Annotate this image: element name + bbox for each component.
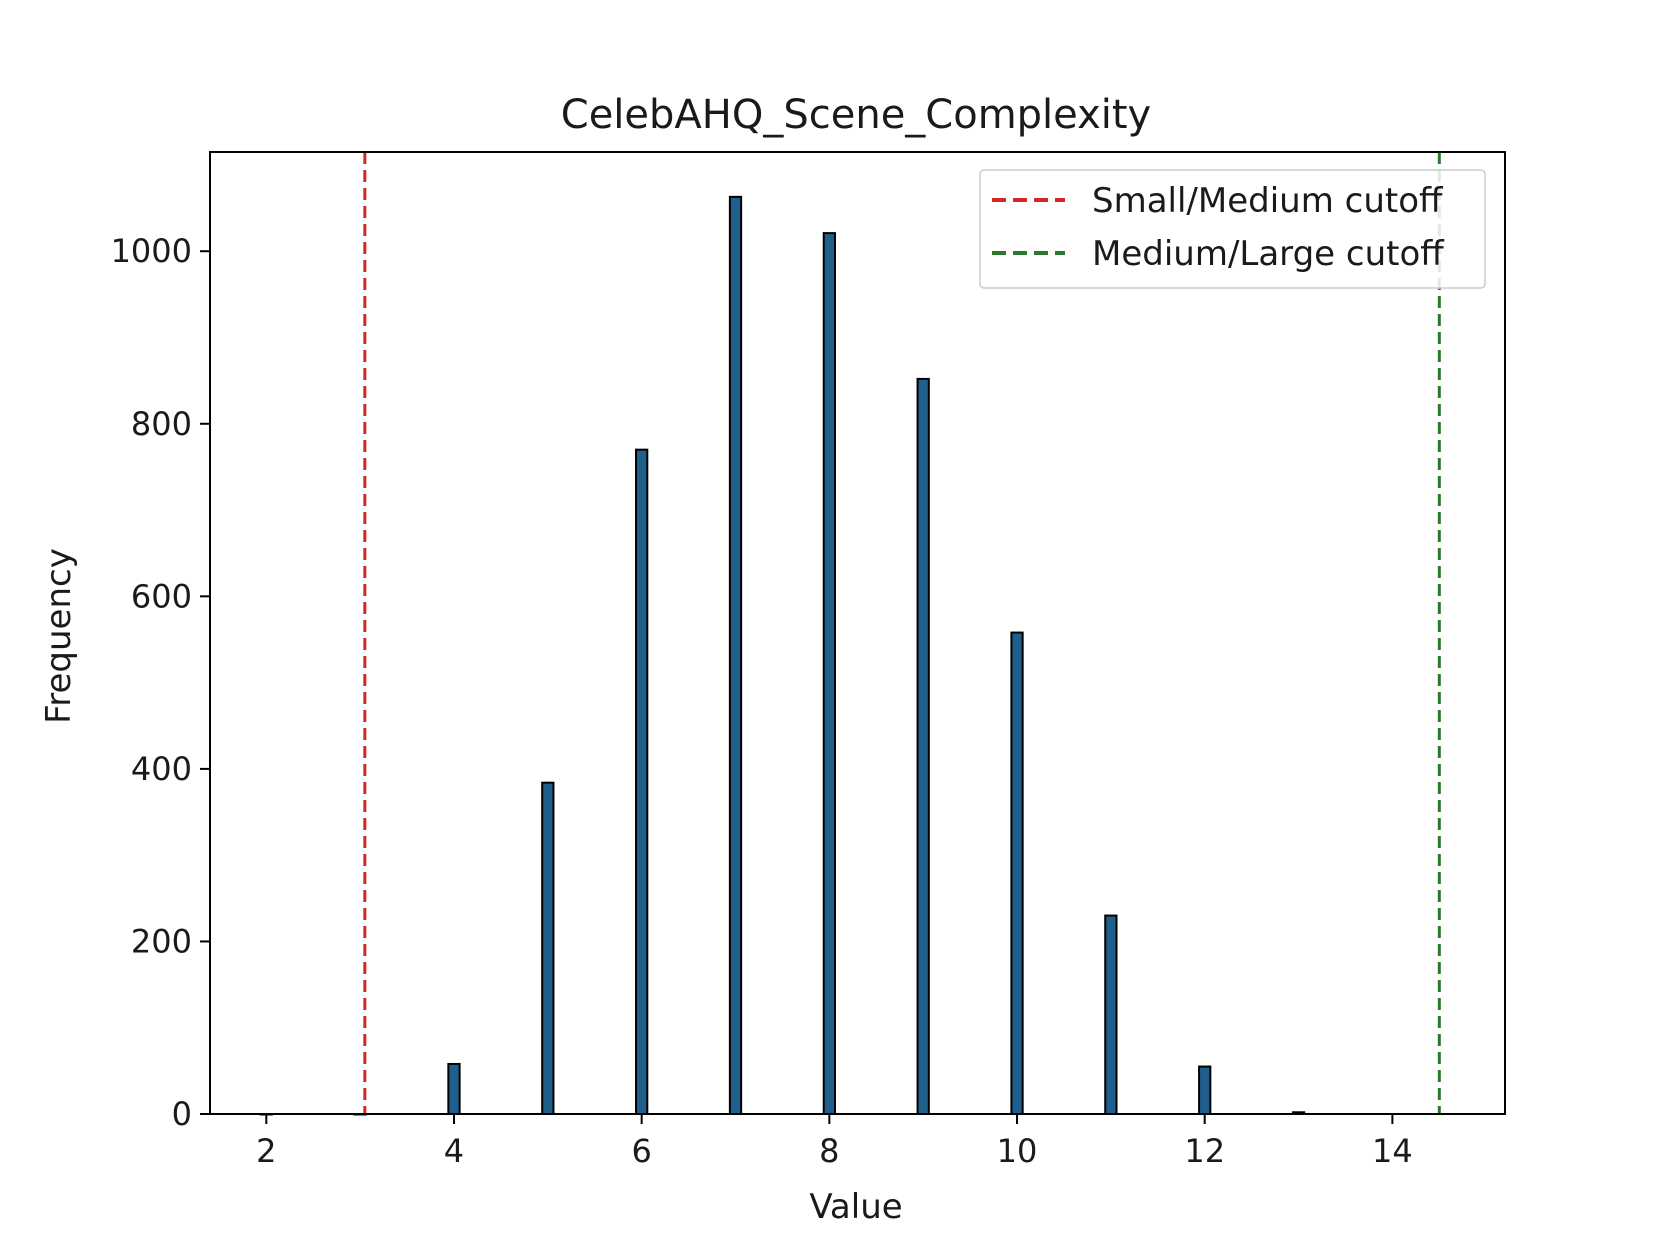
y-axis-label: Frequency	[39, 548, 79, 724]
bar-10	[1010, 631, 1024, 1115]
y-tick-label: 800	[131, 405, 192, 443]
plot-frame	[209, 151, 1506, 1115]
cutoff-lines-group	[363, 152, 1441, 1114]
bars-group	[259, 195, 1306, 1116]
x-tick-label: 8	[819, 1132, 839, 1170]
y-tick-label: 0	[172, 1095, 192, 1133]
y-tick-label: 600	[131, 577, 192, 615]
x-tick-label: 12	[1184, 1132, 1225, 1170]
y-tick-label: 400	[131, 750, 192, 788]
legend-label-medium-large: Medium/Large cutoff	[1092, 234, 1445, 274]
x-axis: 2 4 6 8 10 12 14	[256, 1114, 1413, 1170]
bar-9	[916, 377, 930, 1116]
x-tick-label: 4	[444, 1132, 464, 1170]
x-tick-label: 10	[997, 1132, 1038, 1170]
y-tick-label: 1000	[111, 232, 192, 270]
bar-7	[728, 195, 743, 1116]
bar-4	[447, 1062, 461, 1115]
legend-label-small-medium: Small/Medium cutoff	[1092, 181, 1444, 221]
legend: Small/Medium cutoff Medium/Large cutoff	[979, 169, 1486, 289]
y-tick-label: 200	[131, 922, 192, 960]
x-tick-label: 2	[256, 1132, 276, 1170]
x-tick-label: 6	[631, 1132, 651, 1170]
legend-box	[979, 169, 1486, 289]
bar-6	[635, 448, 649, 1115]
x-axis-label: Value	[809, 1187, 902, 1227]
bar-5	[541, 781, 555, 1115]
bar-12	[1198, 1065, 1212, 1116]
y-axis: 0 200 400 600 800 1000	[111, 232, 210, 1133]
x-tick-label: 14	[1372, 1132, 1413, 1170]
bar-8	[822, 232, 836, 1116]
bar-11	[1104, 914, 1118, 1116]
chart-title: CelebAHQ_Scene_Complexity	[561, 92, 1151, 138]
